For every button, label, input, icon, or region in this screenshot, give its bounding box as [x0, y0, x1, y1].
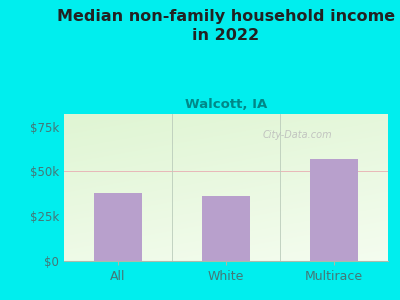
Bar: [310, 159, 358, 261]
Text: Median non-family household income
in 2022: Median non-family household income in 20…: [57, 9, 395, 43]
Bar: [202, 196, 250, 261]
Text: City-Data.com: City-Data.com: [262, 130, 332, 140]
Text: Walcott, IA: Walcott, IA: [185, 98, 267, 110]
Bar: [94, 193, 142, 261]
